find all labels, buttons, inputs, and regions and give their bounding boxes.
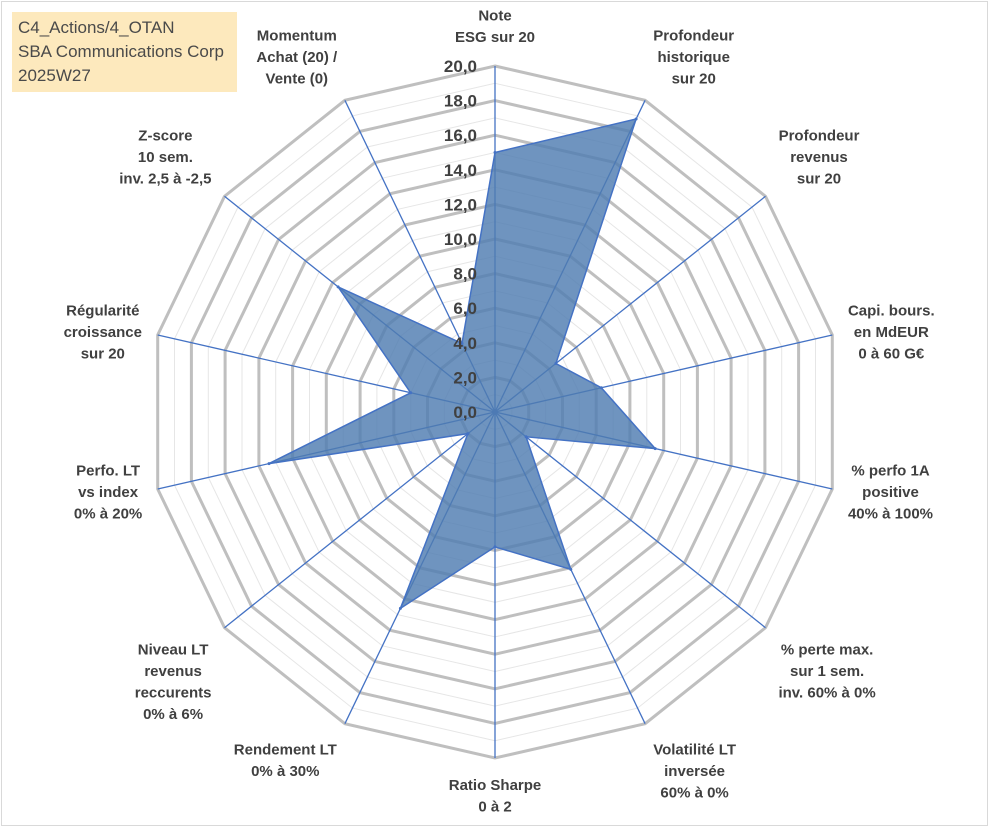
axis-label: Momentum Achat (20) / Vente (0) [256,28,338,88]
tick-label: 0,0 [453,403,477,422]
axis-label-1: Profondeur historique sur 20 [653,28,734,88]
tick-label: 2,0 [453,368,477,387]
axis-label-4: % perfo 1A positive 40% à 100% [848,463,933,523]
tick-label: 8,0 [453,265,477,284]
axis-label: Perfo. LT vs index 0% à 20% [74,463,142,523]
series-area [268,117,658,611]
info-week: 2025W27 [18,66,91,85]
axis-label-7: Ratio Sharpe 0 à 2 [449,777,542,816]
axis-label: Profondeur revenus sur 20 [779,128,860,188]
axis-label: Capi. bours. en MdEUR 0 à 60 G€ [848,302,935,362]
axis-label: Profondeur historique sur 20 [653,28,734,88]
data-point [493,151,497,154]
axis-label-10: Perfo. LT vs index 0% à 20% [74,463,142,523]
axis-label: Niveau LT revenus reccurents 0% à 6% [135,642,212,724]
axis-label-3: Capi. bours. en MdEUR 0 à 60 G€ [848,302,935,362]
tick-label: 16,0 [444,126,477,145]
data-point [634,117,638,121]
data-point [267,462,271,466]
axis-label-2: Profondeur revenus sur 20 [779,128,860,188]
data-point [460,341,464,345]
data-point [524,435,528,439]
axis-label-13: Momentum Achat (20) / Vente (0) [256,28,338,88]
radar-axis-labels: Note ESG sur 20 Profondeur historique sur 20… [64,8,935,816]
data-point [336,285,340,289]
axis-label-11: Régularité croissance sur 20 [64,302,142,362]
info-company: SBA Communications Corp [18,42,224,61]
tick-label: 12,0 [444,195,477,214]
radar-series [267,117,658,611]
axis-label-8: Rendement LT 0% à 30% [234,741,337,780]
radar-tick-labels: 0,0 2,0 4,0 6,0 8,0 10,0 12,0 14,0 16,0 18,0 20,0 [444,57,477,422]
data-point [398,606,402,610]
tick-label: 10,0 [444,230,477,249]
chart-info-box: C4_Actions/4_OTAN SBA Communications Cor… [12,12,237,92]
axis-label-12: Z-score 10 sem. inv. 2,5 à -2,5 [119,128,211,188]
data-point [653,447,657,451]
data-point [409,391,413,395]
axis-label-5: % perte max. sur 1 sem. inv. 60% à 0% [778,642,875,702]
axis-label: % perfo 1A positive 40% à 100% [848,463,933,523]
axis-label: Note ESG sur 20 [455,8,535,47]
tick-label: 6,0 [453,299,477,318]
axis-label: Ratio Sharpe 0 à 2 [449,777,542,816]
axis-label: Régularité croissance sur 20 [64,302,142,362]
data-point [599,386,603,390]
axis-label: Volatilité LT inversée 60% à 0% [653,741,736,801]
data-point [569,567,573,571]
axis-label-6: Volatilité LT inversée 60% à 0% [653,741,736,801]
data-point [493,545,497,549]
axis-label-9: Niveau LT revenus reccurents 0% à 6% [135,642,212,724]
axis-spoke [224,411,496,629]
axis-label: Rendement LT 0% à 30% [234,741,337,780]
data-point [466,432,470,436]
tick-label: 4,0 [453,334,477,353]
axis-label: Z-score 10 sem. inv. 2,5 à -2,5 [119,128,211,188]
axis-spoke [494,411,766,629]
tick-label: 18,0 [444,92,477,111]
axis-label: % perte max. sur 1 sem. inv. 60% à 0% [778,642,875,702]
data-point [554,362,558,365]
info-folder: C4_Actions/4_OTAN [18,18,175,37]
tick-label: 14,0 [444,161,477,180]
tick-label: 20,0 [444,57,477,76]
axis-label-0: Note ESG sur 20 [455,8,535,47]
